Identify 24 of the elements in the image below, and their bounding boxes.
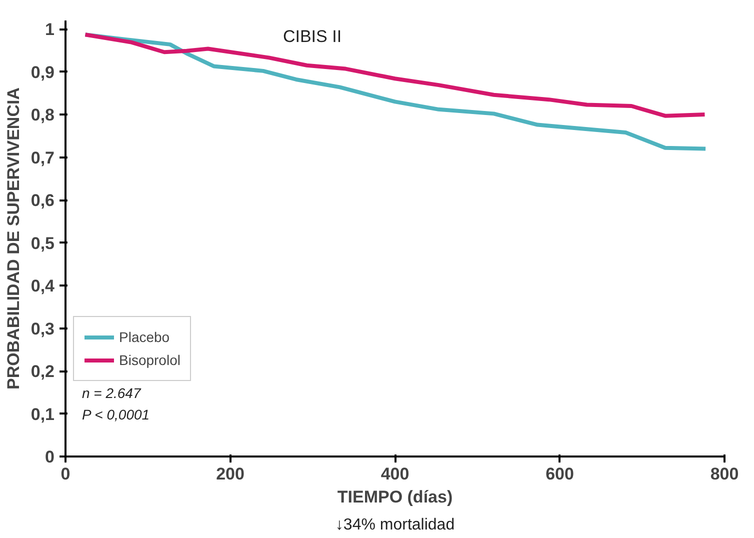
- text: ↓34% mortalidad: [335, 516, 455, 534]
- chart-title: CIBIS II: [282, 27, 342, 46]
- y-tick-label: 0,2: [30, 362, 55, 382]
- y-tick-label: 0,1: [30, 404, 55, 424]
- x-tick-label: 600: [546, 464, 574, 484]
- y-tick-label: 0,9: [30, 62, 55, 82]
- y-tick-label: 0,4: [30, 276, 56, 296]
- y-tick-label: 0,3: [30, 319, 55, 338]
- y-axis-title: PROBABILIDAD DE SUPERVIVENCIA: [4, 88, 23, 390]
- legend-label: Placebo: [119, 329, 170, 345]
- x-tick-label: 400: [380, 464, 410, 484]
- y-tick-label: 0,8: [30, 106, 55, 125]
- x-tick-label: 200: [216, 464, 244, 484]
- annotation: n = 2.647: [82, 384, 142, 401]
- legend-label: Bisoprolol: [119, 352, 180, 368]
- y-tick-label: 0,5: [30, 234, 55, 253]
- x-axis-title: TIEMPO (días): [337, 488, 453, 506]
- y-tick-label: 0: [45, 448, 55, 466]
- y-tick-label: 0,7: [30, 148, 55, 168]
- x-tick-label: 0: [60, 464, 70, 484]
- y-tick-label: 1: [45, 20, 55, 40]
- annotation: P < 0,0001: [82, 406, 150, 422]
- x-tick-label: 800: [710, 464, 739, 484]
- y-tick-label: 0,6: [30, 191, 55, 210]
